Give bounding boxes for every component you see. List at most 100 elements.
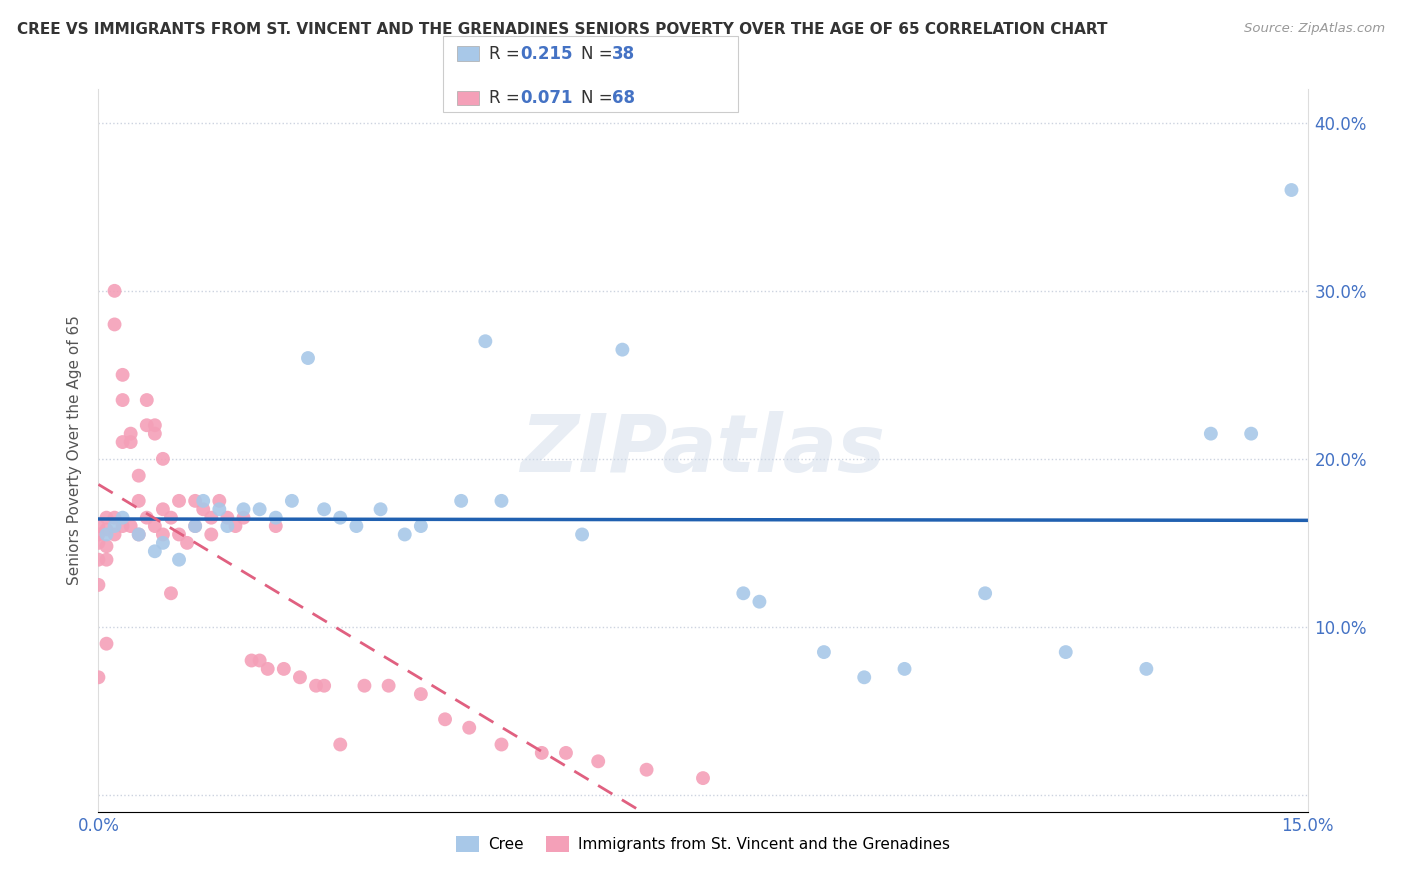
Point bbox=[135, 418, 157, 433]
Point bbox=[87, 670, 110, 684]
Point bbox=[167, 552, 190, 566]
Point bbox=[87, 552, 110, 566]
Text: 0.215: 0.215 bbox=[520, 45, 572, 62]
Point bbox=[264, 510, 287, 524]
Point bbox=[135, 510, 157, 524]
Point bbox=[329, 510, 352, 524]
Point bbox=[200, 527, 222, 541]
Point bbox=[409, 687, 432, 701]
Point bbox=[1199, 426, 1222, 441]
Point bbox=[152, 536, 174, 550]
Point bbox=[111, 510, 134, 524]
Legend: Cree, Immigrants from St. Vincent and the Grenadines: Cree, Immigrants from St. Vincent and th… bbox=[450, 830, 956, 858]
Point bbox=[491, 738, 513, 752]
Point bbox=[103, 519, 125, 533]
Point bbox=[128, 468, 150, 483]
Point bbox=[96, 527, 118, 541]
Point bbox=[232, 510, 254, 524]
Point bbox=[1054, 645, 1077, 659]
Point bbox=[128, 527, 150, 541]
Point bbox=[692, 771, 714, 785]
Point bbox=[200, 510, 222, 524]
Point bbox=[120, 426, 142, 441]
Point bbox=[208, 494, 231, 508]
Point bbox=[160, 586, 183, 600]
Point bbox=[128, 494, 150, 508]
Text: 0.071: 0.071 bbox=[520, 89, 572, 107]
Point bbox=[434, 712, 457, 726]
Point bbox=[160, 510, 183, 524]
Point bbox=[1240, 426, 1263, 441]
Point bbox=[96, 552, 118, 566]
Point bbox=[232, 502, 254, 516]
Point bbox=[103, 527, 125, 541]
Point bbox=[264, 519, 287, 533]
Text: CREE VS IMMIGRANTS FROM ST. VINCENT AND THE GRENADINES SENIORS POVERTY OVER THE : CREE VS IMMIGRANTS FROM ST. VINCENT AND … bbox=[17, 22, 1108, 37]
Point bbox=[120, 519, 142, 533]
Point bbox=[370, 502, 392, 516]
Point bbox=[409, 519, 432, 533]
Point bbox=[128, 527, 150, 541]
Point bbox=[111, 368, 134, 382]
Point bbox=[96, 510, 118, 524]
Point bbox=[273, 662, 295, 676]
Point bbox=[256, 662, 278, 676]
Point bbox=[143, 418, 166, 433]
Point bbox=[217, 519, 239, 533]
Point bbox=[853, 670, 876, 684]
Point bbox=[353, 679, 375, 693]
Point bbox=[87, 578, 110, 592]
Point bbox=[143, 544, 166, 558]
Text: R =: R = bbox=[489, 89, 526, 107]
Point bbox=[1135, 662, 1157, 676]
Text: Source: ZipAtlas.com: Source: ZipAtlas.com bbox=[1244, 22, 1385, 36]
Point bbox=[571, 527, 593, 541]
Point bbox=[394, 527, 416, 541]
Point bbox=[612, 343, 634, 357]
Point bbox=[111, 435, 134, 450]
Point bbox=[530, 746, 553, 760]
Point bbox=[217, 510, 239, 524]
Point bbox=[249, 502, 271, 516]
Point bbox=[87, 519, 110, 533]
Point bbox=[314, 679, 336, 693]
Point bbox=[152, 451, 174, 466]
Text: R =: R = bbox=[489, 45, 526, 62]
Point bbox=[813, 645, 835, 659]
Text: N =: N = bbox=[581, 89, 617, 107]
Point bbox=[167, 527, 190, 541]
Point bbox=[733, 586, 755, 600]
Point bbox=[103, 318, 125, 332]
Point bbox=[281, 494, 304, 508]
Point bbox=[96, 539, 118, 553]
Point bbox=[748, 595, 770, 609]
Point bbox=[103, 510, 125, 524]
Point bbox=[240, 653, 263, 667]
Point bbox=[184, 519, 207, 533]
Point bbox=[152, 527, 174, 541]
Point bbox=[96, 523, 118, 537]
Point bbox=[458, 721, 481, 735]
Point bbox=[184, 494, 207, 508]
Point bbox=[491, 494, 513, 508]
Text: 68: 68 bbox=[612, 89, 634, 107]
Point bbox=[586, 754, 609, 768]
Point bbox=[184, 519, 207, 533]
Point bbox=[143, 519, 166, 533]
Point bbox=[377, 679, 399, 693]
Point bbox=[176, 536, 198, 550]
Point bbox=[87, 536, 110, 550]
Point bbox=[96, 637, 118, 651]
Point bbox=[111, 519, 134, 533]
Point bbox=[314, 502, 336, 516]
Text: ZIPatlas: ZIPatlas bbox=[520, 411, 886, 490]
Point bbox=[143, 426, 166, 441]
Point bbox=[288, 670, 311, 684]
Point bbox=[555, 746, 578, 760]
Point bbox=[344, 519, 367, 533]
Point bbox=[1281, 183, 1303, 197]
Point bbox=[893, 662, 915, 676]
Point bbox=[208, 502, 231, 516]
Point bbox=[249, 653, 271, 667]
Point bbox=[152, 502, 174, 516]
